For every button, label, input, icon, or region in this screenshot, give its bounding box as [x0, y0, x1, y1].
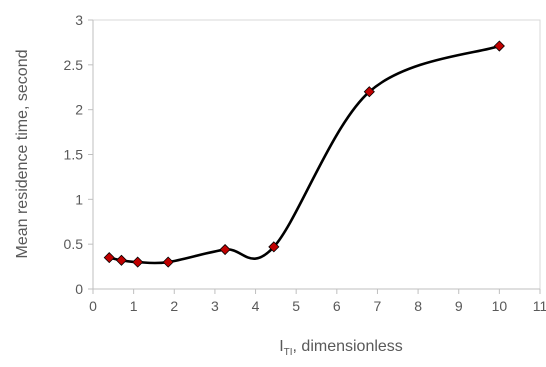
data-point-marker: [162, 256, 174, 268]
x-tick-label: 6: [333, 298, 341, 314]
y-tick-label: 2: [75, 102, 83, 118]
data-point-marker: [132, 256, 144, 268]
data-point-marker: [219, 243, 231, 256]
data-point-marker: [268, 241, 280, 253]
x-tick-label: 8: [414, 298, 422, 314]
y-tick-label: 1: [75, 191, 83, 207]
y-tick-label: 0.5: [64, 236, 84, 252]
data-point-marker: [115, 254, 128, 266]
x-tick-label: 1: [130, 298, 138, 314]
series-line: [108, 44, 500, 265]
x-tick-label: 7: [374, 298, 382, 314]
x-tick-label: 2: [170, 298, 178, 314]
y-tick-label: 3: [75, 12, 83, 28]
x-axis-title-rest: , dimensionless: [293, 338, 403, 355]
x-tick-label: 0: [89, 298, 97, 314]
y-tick-label: 2.5: [64, 57, 84, 73]
x-axis-title: ITI, dimensionless: [279, 338, 403, 358]
plot-border: [92, 19, 541, 290]
x-axis-title-subscript: TI: [284, 347, 293, 358]
y-axis-title: Mean residence time, second: [14, 50, 31, 259]
y-tick-label: 0: [75, 281, 83, 297]
x-axis-title-main: I: [279, 338, 283, 355]
x-tick-label: 5: [292, 298, 300, 314]
data-point-marker: [363, 86, 375, 98]
x-tick-label: 9: [455, 298, 463, 314]
tick-labels: 0 1 2 3 4 5 6 7 8 9 10 11 0 0.5 1 1.5 2 2.5 3: [64, 12, 546, 314]
x-tick-label: 11: [533, 298, 546, 314]
axes: [88, 19, 541, 294]
data-series: [103, 40, 505, 268]
x-tick-label: 10: [492, 298, 508, 314]
x-tick-label: 3: [211, 298, 219, 314]
y-tick-label: 1.5: [64, 147, 84, 163]
data-point-marker: [103, 252, 115, 264]
data-point-marker: [493, 40, 505, 52]
x-tick-label: 4: [252, 298, 260, 314]
